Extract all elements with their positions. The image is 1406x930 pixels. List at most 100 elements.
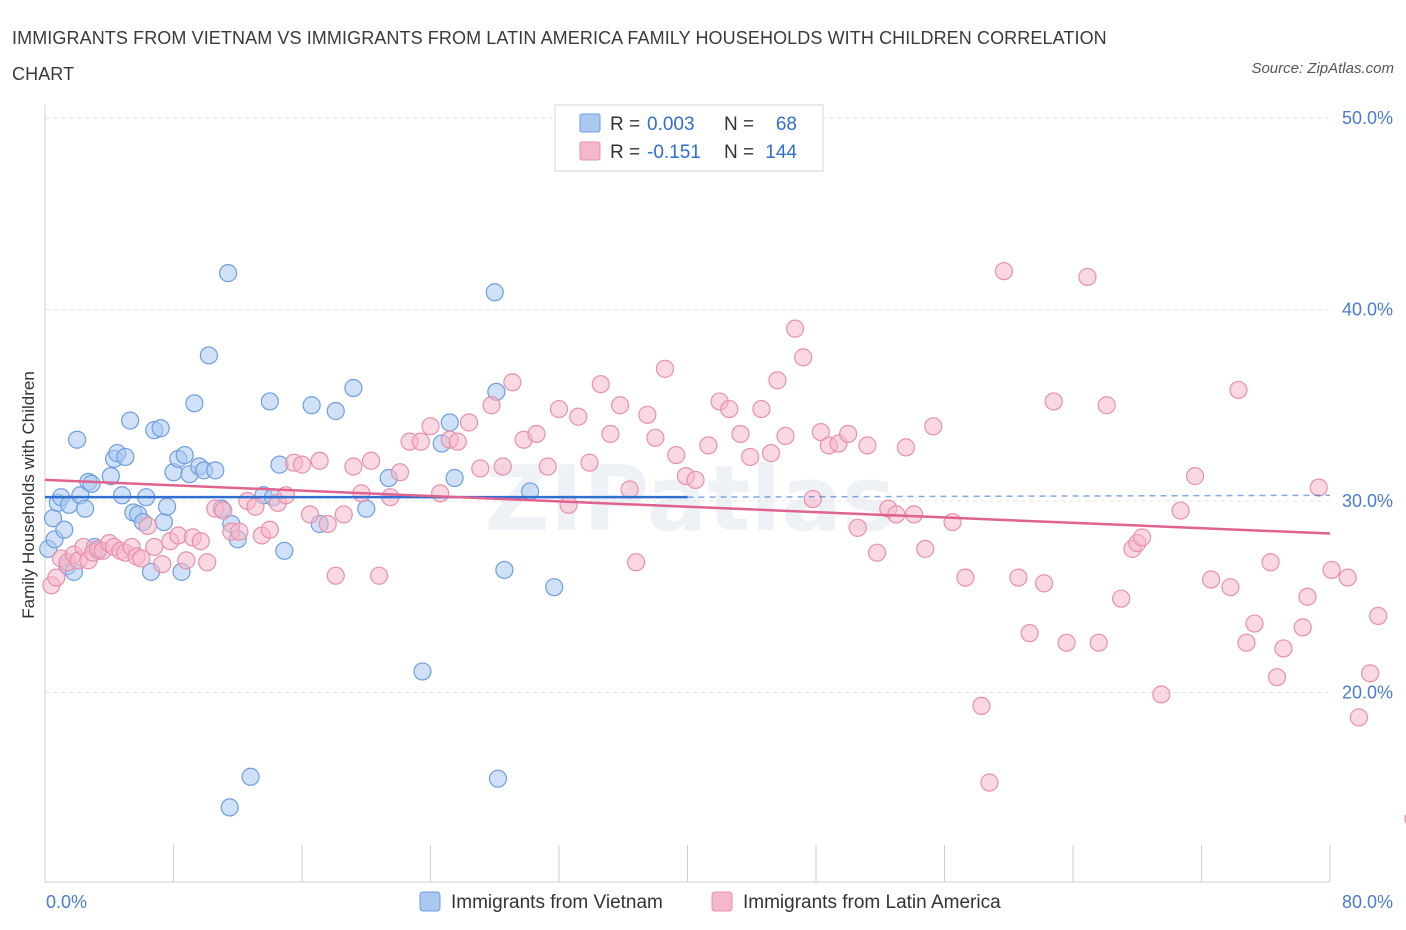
point-latin-america xyxy=(230,522,249,541)
point-latin-america xyxy=(1185,467,1205,486)
legend-n-value-2: 144 xyxy=(765,142,797,163)
point-latin-america xyxy=(260,520,279,539)
point-vietnam xyxy=(241,767,260,786)
x-tick-label: 80.0% xyxy=(1342,892,1393,912)
point-latin-america xyxy=(580,453,599,472)
point-latin-america xyxy=(803,489,822,509)
point-latin-america xyxy=(904,505,924,524)
point-vietnam xyxy=(185,394,204,413)
point-latin-america xyxy=(246,497,265,516)
point-latin-america xyxy=(411,432,430,451)
point-latin-america xyxy=(214,501,233,520)
point-latin-america xyxy=(177,551,196,570)
trend-lines xyxy=(44,478,1331,535)
point-vietnam xyxy=(485,283,504,302)
series-legend: Immigrants from Vietnam Immigrants from … xyxy=(419,891,1001,913)
point-latin-america xyxy=(610,396,630,415)
point-latin-america xyxy=(527,424,546,444)
x-tick-label: 0.0% xyxy=(46,892,87,912)
point-latin-america xyxy=(1097,396,1116,415)
y-tick-label: 30.0% xyxy=(1342,491,1393,511)
point-latin-america xyxy=(1132,528,1152,547)
point-vietnam xyxy=(440,413,459,432)
point-latin-america xyxy=(1338,568,1357,587)
point-vietnam xyxy=(326,401,345,421)
point-latin-america xyxy=(1152,685,1171,704)
point-latin-america xyxy=(318,514,337,534)
point-latin-america xyxy=(980,773,999,792)
point-latin-america xyxy=(786,319,805,338)
point-vietnam xyxy=(116,447,135,467)
point-latin-america xyxy=(994,262,1014,281)
point-latin-america xyxy=(1112,589,1131,608)
point-latin-america xyxy=(1274,639,1293,658)
point-latin-america xyxy=(549,399,569,419)
point-latin-america xyxy=(1309,478,1328,497)
point-vietnam xyxy=(76,499,95,518)
point-latin-america xyxy=(1293,618,1312,637)
point-vietnam xyxy=(151,419,170,438)
point-latin-america xyxy=(848,518,867,537)
point-latin-america xyxy=(191,532,210,551)
point-latin-america xyxy=(1221,578,1240,597)
correlation-legend: R = 0.003 N = 68 R = -0.151 N = 144 xyxy=(554,104,824,172)
point-latin-america xyxy=(1267,668,1287,687)
point-latin-america xyxy=(768,371,787,390)
point-latin-america xyxy=(943,512,962,532)
point-latin-america xyxy=(1298,587,1317,606)
point-latin-america xyxy=(761,444,781,463)
point-latin-america xyxy=(1089,633,1108,652)
point-latin-america xyxy=(1202,570,1221,589)
point-latin-america xyxy=(667,445,686,465)
point-latin-america xyxy=(741,447,760,467)
point-latin-america xyxy=(153,555,172,574)
point-latin-america xyxy=(699,436,718,455)
point-latin-america xyxy=(493,457,512,476)
point-latin-america xyxy=(47,568,66,587)
point-latin-america xyxy=(655,359,675,378)
point-vietnam xyxy=(302,396,321,415)
series-latin-america xyxy=(42,262,1406,825)
point-latin-america xyxy=(361,451,381,470)
point-vietnam xyxy=(206,461,225,480)
trend-line-latin-america xyxy=(44,478,1331,535)
point-latin-america xyxy=(292,455,312,474)
point-vietnam xyxy=(219,264,238,283)
y-axis-title: Family Households with Children xyxy=(19,371,38,619)
point-latin-america xyxy=(1009,568,1028,587)
legend-r-label-2: R = xyxy=(610,142,640,163)
point-latin-america xyxy=(326,566,345,585)
point-latin-america xyxy=(1078,267,1097,287)
legend-swatch-latin xyxy=(579,141,601,161)
point-latin-america xyxy=(1171,501,1190,520)
point-latin-america xyxy=(421,417,440,436)
point-latin-america xyxy=(794,348,813,367)
point-latin-america xyxy=(839,424,858,444)
point-latin-america xyxy=(1229,380,1248,400)
point-latin-america xyxy=(1245,614,1264,633)
point-latin-america xyxy=(1020,624,1039,643)
point-latin-america xyxy=(776,426,795,445)
point-vietnam xyxy=(357,499,376,518)
point-latin-america xyxy=(459,413,479,432)
point-vietnam xyxy=(175,445,194,465)
point-vietnam xyxy=(344,378,363,398)
point-latin-america xyxy=(591,375,610,394)
point-latin-america xyxy=(138,516,157,535)
trend-line-vietnam-extension xyxy=(687,494,1331,498)
point-latin-america xyxy=(1261,553,1280,572)
point-vietnam xyxy=(82,474,101,493)
point-vietnam xyxy=(495,560,514,580)
point-latin-america xyxy=(972,696,991,716)
legend-r-value-1: 0.003 xyxy=(647,114,695,135)
point-vietnam xyxy=(488,769,508,788)
bottom-legend-swatch-vietnam xyxy=(419,891,441,912)
legend-r-label-1: R = xyxy=(610,114,640,135)
tick-labels: 20.0% 30.0% 40.0% 50.0% 0.0% 80.0% xyxy=(46,108,1393,912)
y-tick-label: 50.0% xyxy=(1342,108,1393,128)
point-vietnam xyxy=(112,486,132,505)
point-latin-america xyxy=(811,422,830,442)
point-latin-america xyxy=(924,417,943,436)
point-vietnam xyxy=(68,430,87,449)
